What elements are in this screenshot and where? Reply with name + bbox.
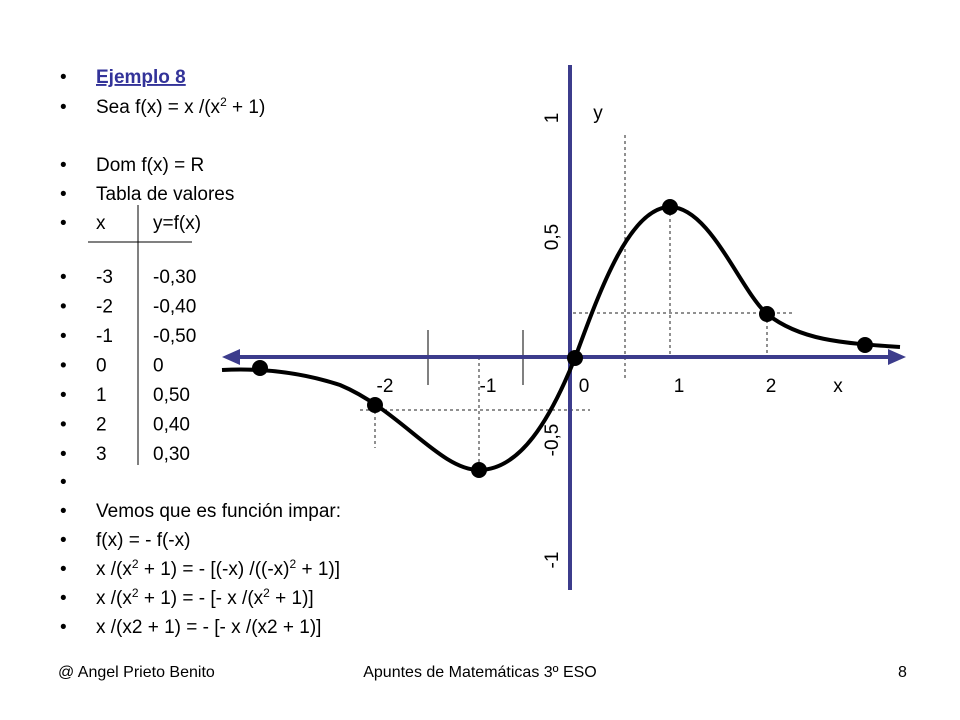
bullet: •	[60, 559, 67, 580]
text-part: + 1) = - [- x /(x	[139, 588, 264, 609]
axis-label: x	[833, 376, 843, 397]
arrow	[888, 349, 906, 365]
superscript: 2	[132, 586, 139, 600]
bullet: •	[60, 184, 67, 205]
text-part: Tabla de valores	[96, 184, 234, 205]
bullet: •	[60, 97, 67, 118]
point	[759, 306, 775, 322]
bullet-text: Ejemplo 8	[96, 67, 186, 88]
text-part: + 1)]	[270, 588, 314, 609]
table-cell: -3	[96, 267, 113, 288]
text-part: x /(x	[96, 588, 132, 609]
point	[857, 337, 873, 353]
table-cell: 0	[96, 356, 107, 377]
bullet: •	[60, 472, 67, 493]
bullet: •	[60, 501, 67, 522]
table-cell: -0,50	[153, 326, 196, 347]
point	[252, 360, 268, 376]
table-cell: 0,50	[153, 385, 190, 406]
bullet: •	[60, 326, 67, 347]
bullet: •	[60, 385, 67, 406]
table-cell: 0,30	[153, 444, 190, 465]
table-cell: -0,30	[153, 267, 196, 288]
x-tick-label: 1	[674, 376, 685, 397]
bullet-text: x /(x2 + 1) = - [- x /(x2 + 1)]	[96, 586, 314, 609]
bullet: •	[60, 155, 67, 176]
bullet: •	[60, 297, 67, 318]
bullet-text: x /(x2 + 1) = - [- x /(x2 + 1)]	[96, 617, 321, 638]
text-part: Sea f(x) = x /(x	[96, 97, 221, 118]
table-cell: 1	[96, 385, 107, 406]
bullet: •	[60, 356, 67, 377]
footer-author: @ Angel Prieto Benito	[58, 664, 215, 681]
y-tick-label: 1	[542, 113, 563, 124]
text-part: + 1)]	[296, 559, 340, 580]
superscript: 2	[263, 586, 270, 600]
bullet: •	[60, 588, 67, 609]
point	[567, 350, 583, 366]
table-header: x	[96, 213, 106, 234]
x-tick-label: -2	[377, 376, 394, 397]
text-part: Vemos que es función impar:	[96, 501, 341, 522]
text-part: x /(x	[96, 559, 132, 580]
text-part: + 1)	[227, 97, 266, 118]
bullet-text: Tabla de valores	[96, 184, 234, 205]
point	[367, 397, 383, 413]
bullet: •	[60, 530, 67, 551]
arrow	[222, 349, 240, 365]
bullet-text: Dom f(x) = R	[96, 155, 204, 176]
point	[471, 462, 487, 478]
footer-title: Apuntes de Matemáticas 3º ESO	[363, 664, 597, 681]
text-part: x /(x2 + 1) = - [- x /(x2 + 1)]	[96, 617, 321, 638]
table-cell: 0,40	[153, 415, 190, 436]
superscript: 2	[132, 557, 139, 571]
axis-label: y	[593, 103, 603, 124]
x-tick-label: 0	[579, 376, 590, 397]
table-cell: -0,40	[153, 297, 196, 318]
table-header: y=f(x)	[153, 213, 201, 234]
y-tick-label: -0,5	[542, 424, 563, 457]
graph: y x	[221, 65, 906, 590]
bullet: •	[60, 415, 67, 436]
table-cell: 0	[153, 356, 164, 377]
page-number: 8	[898, 664, 907, 681]
x-tick-label: 2	[766, 376, 777, 397]
bullet: •	[60, 444, 67, 465]
bullet: •	[60, 213, 67, 234]
bullet: •	[60, 617, 67, 638]
text-part: + 1) = - [(-x) /((-x)	[139, 559, 290, 580]
table-cell: -2	[96, 297, 113, 318]
bullet-text: x /(x2 + 1) = - [(-x) /((-x)2 + 1)]	[96, 557, 340, 580]
table-cell: 2	[96, 415, 107, 436]
bullet-text: Sea f(x) = x /(x2 + 1)	[96, 95, 265, 118]
superscript: 2	[290, 557, 297, 571]
bullet-text: f(x) = - f(-x)	[96, 530, 190, 551]
text-part: Ejemplo 8	[96, 67, 186, 88]
bullet-text: Vemos que es función impar:	[96, 501, 341, 522]
text-part: Dom f(x) = R	[96, 155, 204, 176]
y-tick-label: 0,5	[542, 224, 563, 250]
bullet: •	[60, 67, 67, 88]
text-part: f(x) = - f(-x)	[96, 530, 190, 551]
point	[662, 199, 678, 215]
table-cell: -1	[96, 326, 113, 347]
x-tick-label: -1	[480, 376, 497, 397]
table-cell: 3	[96, 444, 107, 465]
y-tick-label: -1	[542, 552, 563, 569]
superscript: 2	[220, 95, 227, 109]
bullet: •	[60, 267, 67, 288]
